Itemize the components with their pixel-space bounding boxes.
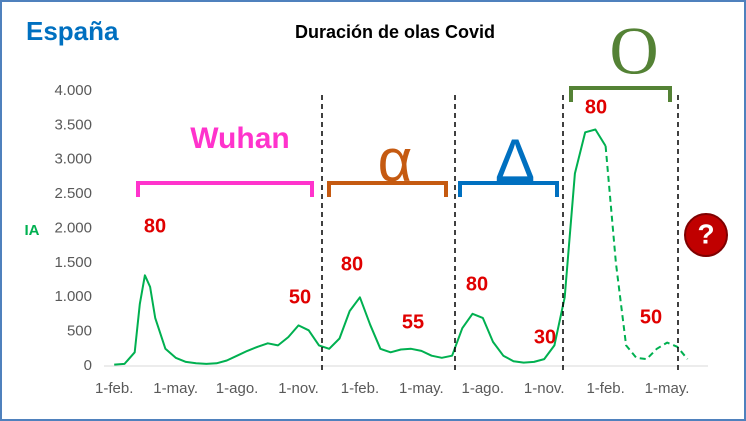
line — [114, 128, 607, 366]
wave-duration: 50 — [289, 286, 311, 308]
wave-duration: 80 — [144, 215, 166, 237]
wave-name: Δ — [495, 127, 535, 194]
x-tick-label: 1-may. — [399, 380, 444, 397]
wave-name: O — [609, 13, 658, 89]
x-tick-label: 1-feb. — [95, 380, 133, 397]
wave-name: Wuhan — [190, 122, 289, 155]
wave-duration: 50 — [640, 306, 662, 328]
wave-bracket — [458, 181, 559, 197]
wave-duration: 30 — [534, 326, 556, 348]
y-tick-label: 500 — [67, 323, 92, 340]
x-tick-label: 1-ago. — [216, 380, 259, 397]
y-tick-label: 1.000 — [54, 288, 92, 305]
x-tick-label: 1-feb. — [586, 380, 624, 397]
x-tick-label: 1-nov. — [524, 380, 565, 397]
unknown-icon — [684, 213, 728, 257]
x-tick-label: 1-nov. — [278, 380, 319, 397]
x-tick-label: 1-feb. — [341, 380, 379, 397]
wave-bracket — [136, 181, 314, 197]
wave-name: α — [378, 127, 413, 194]
line — [604, 145, 689, 361]
y-tick-label: 1.500 — [54, 254, 92, 271]
x-tick-label: 1-may. — [153, 380, 198, 397]
x-tick-label: 1-may. — [645, 380, 690, 397]
unknown-mark: ? — [697, 218, 714, 249]
wave-bracket — [327, 181, 448, 197]
y-tick-label: 4.000 — [54, 82, 92, 99]
y-axis-title: IA — [25, 222, 40, 239]
wave-duration: 80 — [466, 273, 488, 295]
y-tick-label: 2.500 — [54, 185, 92, 202]
country: España — [26, 16, 119, 46]
y-tick-label: 3.500 — [54, 116, 92, 133]
chart-title: Duración de olas Covid — [295, 22, 495, 42]
wave-bracket — [569, 86, 672, 102]
y-tick-label: 0 — [84, 357, 92, 374]
x-tick-label: 1-ago. — [462, 380, 505, 397]
wave-duration: 55 — [402, 311, 424, 333]
wave-duration: 80 — [585, 96, 607, 118]
wave-duration: 80 — [341, 253, 363, 275]
y-tick-label: 2.000 — [54, 219, 92, 236]
y-tick-label: 3.000 — [54, 151, 92, 168]
